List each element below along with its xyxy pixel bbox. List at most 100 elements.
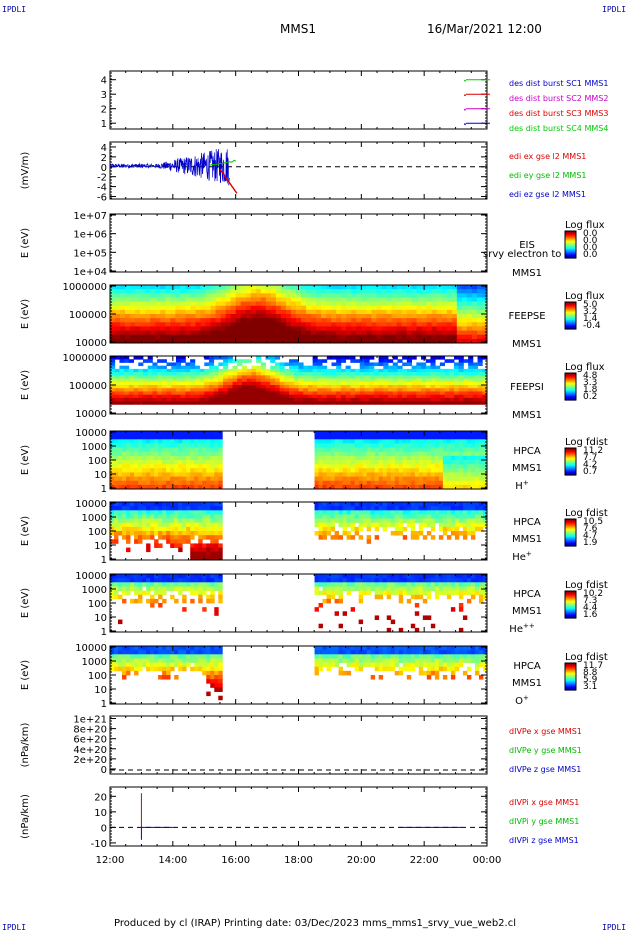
heatmap-cell bbox=[205, 305, 211, 311]
heatmap-cell bbox=[145, 289, 151, 294]
heatmap-cell bbox=[466, 314, 473, 319]
heatmap-cell bbox=[110, 518, 115, 524]
heatmap-cell bbox=[426, 305, 433, 311]
heatmap-cell bbox=[124, 378, 130, 383]
heatmap-cell bbox=[142, 431, 147, 436]
heatmap-cell bbox=[218, 394, 224, 399]
heatmap-cell bbox=[133, 388, 139, 392]
heatmap-cell bbox=[454, 531, 460, 536]
heatmap-cell bbox=[214, 514, 219, 519]
heatmap-cell bbox=[318, 455, 323, 461]
heatmap-cell bbox=[134, 514, 139, 519]
heatmap-cell bbox=[166, 578, 171, 583]
heatmap-cell bbox=[225, 318, 232, 323]
heatmap-cell bbox=[241, 401, 248, 405]
colorbar-cell bbox=[565, 528, 576, 531]
heatmap-cell bbox=[306, 289, 312, 294]
heatmap-cell bbox=[406, 578, 412, 583]
colorbar-cell bbox=[565, 305, 576, 308]
heatmap-cell bbox=[210, 551, 215, 557]
heatmap-cell bbox=[317, 368, 323, 373]
heatmap-cell bbox=[120, 305, 126, 311]
heatmap-cell bbox=[376, 293, 382, 298]
heatmap-cell bbox=[334, 435, 340, 440]
heatmap-cell bbox=[204, 401, 210, 405]
heatmap-cell bbox=[160, 318, 166, 323]
heatmap-cell bbox=[157, 359, 163, 363]
heatmap-cell bbox=[200, 330, 206, 336]
heatmap-cell bbox=[146, 547, 151, 553]
heatmap-cell bbox=[199, 381, 205, 386]
heatmap-cell bbox=[362, 574, 368, 579]
heatmap-cell bbox=[128, 372, 134, 376]
heatmap-cell bbox=[118, 526, 123, 532]
heatmap-cell bbox=[171, 401, 177, 405]
heatmap-cell bbox=[265, 378, 271, 383]
heatmap-cell bbox=[205, 285, 211, 290]
heatmap-cell bbox=[358, 439, 364, 444]
heatmap-cell bbox=[150, 514, 155, 519]
heatmap-cell bbox=[210, 590, 215, 596]
heatmap-cell bbox=[426, 289, 433, 294]
heatmap-cell bbox=[336, 301, 342, 307]
heatmap-cell bbox=[110, 447, 115, 453]
heatmap-cell bbox=[373, 388, 380, 392]
heatmap-cell bbox=[450, 531, 456, 536]
heatmap-cell bbox=[334, 582, 340, 587]
heatmap-cell bbox=[430, 522, 436, 528]
heatmap-cell bbox=[402, 535, 408, 540]
colorbar-cell bbox=[565, 326, 576, 328]
heatmap-cell bbox=[206, 468, 211, 473]
heatmap-cell bbox=[312, 368, 318, 373]
heatmap-cell bbox=[468, 365, 474, 370]
heatmap-cell bbox=[128, 388, 134, 392]
heatmap-cell bbox=[110, 502, 115, 507]
colorbar-cell bbox=[565, 252, 576, 255]
heatmap-cell bbox=[307, 397, 314, 402]
colorbar-cell bbox=[565, 460, 576, 463]
heatmap-cell bbox=[202, 431, 207, 436]
heatmap-cell bbox=[314, 431, 319, 436]
heatmap-cell bbox=[421, 318, 428, 323]
colorbar-cell bbox=[565, 530, 576, 533]
heatmap-cell bbox=[241, 391, 248, 396]
heatmap-cell bbox=[185, 305, 191, 311]
heatmap-cell bbox=[165, 309, 171, 315]
heatmap-cell bbox=[346, 309, 352, 315]
heatmap-cell bbox=[232, 385, 238, 389]
heatmap-cell bbox=[334, 464, 340, 469]
heatmap-cell bbox=[359, 397, 365, 402]
heatmap-cell bbox=[251, 381, 257, 386]
heatmap-cell bbox=[330, 590, 335, 596]
heatmap-cell bbox=[422, 464, 428, 469]
heatmap-cell bbox=[270, 293, 277, 298]
heatmap-cell bbox=[414, 476, 420, 482]
heatmap-cell bbox=[298, 362, 304, 367]
heatmap-cell bbox=[110, 522, 115, 528]
heatmap-cell bbox=[200, 326, 206, 331]
heatmap-cell bbox=[382, 574, 388, 579]
heatmap-cell bbox=[454, 381, 460, 386]
colorbar-tick-label: 0.0 bbox=[583, 236, 598, 246]
heatmap-cell bbox=[218, 518, 223, 524]
heatmap-cell bbox=[114, 480, 119, 486]
heatmap-cell bbox=[314, 502, 319, 507]
heatmap-cell bbox=[220, 297, 227, 302]
colorbar-cell bbox=[565, 374, 576, 377]
heatmap-cell bbox=[160, 305, 166, 311]
heatmap-cell bbox=[218, 368, 224, 373]
heatmap-cell bbox=[204, 394, 210, 399]
heatmap-cell bbox=[162, 590, 167, 596]
heatmap-cell bbox=[265, 338, 272, 344]
heatmap-cell bbox=[350, 378, 356, 383]
heatmap-cell bbox=[450, 464, 456, 469]
heatmap-cell bbox=[289, 365, 295, 370]
heatmap-cell bbox=[175, 305, 181, 311]
heatmap-cell bbox=[471, 301, 478, 307]
heatmap-cell bbox=[326, 460, 331, 465]
heatmap-cell bbox=[138, 514, 143, 519]
heatmap-cell bbox=[134, 502, 139, 507]
heatmap-cell bbox=[245, 301, 252, 307]
heatmap-cell bbox=[122, 535, 127, 540]
heatmap-cell bbox=[182, 578, 187, 583]
